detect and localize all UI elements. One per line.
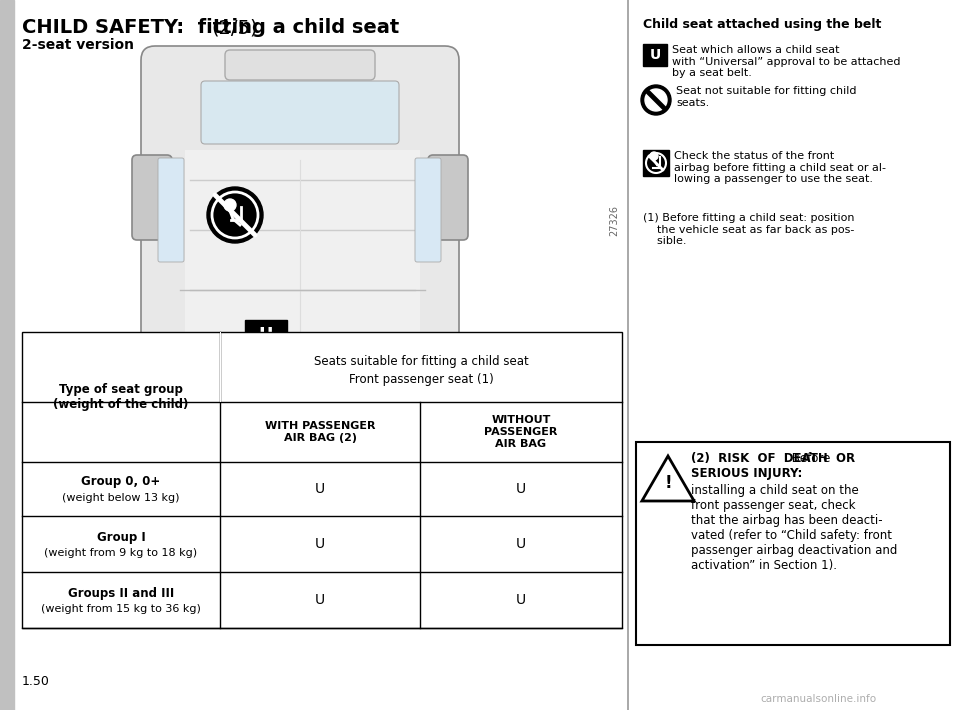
Polygon shape — [642, 456, 694, 501]
FancyBboxPatch shape — [207, 552, 393, 588]
Text: installing a child seat on the
front passenger seat, check
that the airbag has b: installing a child seat on the front pas… — [691, 484, 898, 572]
FancyBboxPatch shape — [141, 46, 459, 624]
Bar — [220, 332, 221, 402]
FancyBboxPatch shape — [428, 445, 468, 525]
Text: WITHOUT
PASSENGER
AIR BAG: WITHOUT PASSENGER AIR BAG — [484, 415, 558, 449]
Text: 1.50: 1.50 — [22, 675, 50, 688]
Text: Before: Before — [788, 452, 830, 465]
Bar — [185, 150, 420, 550]
Text: U: U — [315, 537, 325, 551]
Circle shape — [207, 187, 263, 243]
Circle shape — [650, 152, 658, 160]
Bar — [643, 44, 667, 66]
Text: 27326: 27326 — [609, 204, 619, 236]
Circle shape — [645, 89, 667, 111]
Text: (weight below 13 kg): (weight below 13 kg) — [62, 493, 180, 503]
Circle shape — [265, 445, 275, 455]
Circle shape — [641, 85, 671, 115]
FancyBboxPatch shape — [221, 593, 379, 619]
Text: (weight from 9 kg to 18 kg): (weight from 9 kg to 18 kg) — [44, 548, 198, 558]
FancyBboxPatch shape — [415, 158, 441, 262]
FancyBboxPatch shape — [428, 155, 468, 240]
Text: Check the status of the front
airbag before fitting a child seat or al-
lowing a: Check the status of the front airbag bef… — [674, 151, 886, 184]
Text: Seat which allows a child seat
with “Universal” approval to be attached
by a sea: Seat which allows a child seat with “Uni… — [672, 45, 900, 78]
Text: (weight from 15 kg to 36 kg): (weight from 15 kg to 36 kg) — [41, 604, 201, 614]
Text: U: U — [516, 537, 526, 551]
Text: U: U — [516, 482, 526, 496]
Text: U: U — [315, 482, 325, 496]
FancyBboxPatch shape — [158, 158, 184, 262]
Text: Groups II and III: Groups II and III — [68, 586, 174, 599]
Text: Front passenger seat (1): Front passenger seat (1) — [348, 373, 493, 386]
Text: (2)  RISK  OF  DEATH  OR
SERIOUS INJURY:: (2) RISK OF DEATH OR SERIOUS INJURY: — [691, 452, 855, 480]
FancyBboxPatch shape — [225, 50, 375, 80]
Text: Group 0, 0+: Group 0, 0+ — [82, 476, 160, 488]
Text: carmanualsonline.info: carmanualsonline.info — [760, 694, 876, 704]
Text: 2-seat version: 2-seat version — [22, 38, 134, 52]
Text: U: U — [516, 593, 526, 607]
Text: U: U — [315, 593, 325, 607]
Bar — [636, 442, 950, 645]
Text: (1) Before fitting a child seat: position
    the vehicle seat as far back as po: (1) Before fitting a child seat: positio… — [643, 213, 854, 246]
Text: !: ! — [664, 474, 672, 492]
Circle shape — [211, 191, 259, 239]
Text: WITH PASSENGER
AIR BAG (2): WITH PASSENGER AIR BAG (2) — [265, 421, 375, 443]
Text: Type of seat group
(weight of the child): Type of seat group (weight of the child) — [54, 383, 189, 411]
Circle shape — [229, 464, 281, 516]
FancyBboxPatch shape — [132, 155, 172, 240]
Bar — [245, 320, 287, 350]
Bar — [0, 0, 14, 710]
Circle shape — [223, 458, 287, 522]
FancyBboxPatch shape — [132, 445, 172, 525]
Text: (2/5): (2/5) — [212, 18, 258, 37]
Text: Child seat attached using the belt: Child seat attached using the belt — [643, 18, 881, 31]
Text: Group I: Group I — [97, 530, 145, 543]
Text: Seats suitable for fitting a child seat: Seats suitable for fitting a child seat — [314, 356, 528, 368]
Text: Seat not suitable for fitting child
seats.: Seat not suitable for fitting child seat… — [676, 86, 856, 108]
Text: CHILD SAFETY:  fitting a child seat: CHILD SAFETY: fitting a child seat — [22, 18, 406, 37]
Text: U: U — [649, 48, 660, 62]
Text: U: U — [259, 326, 274, 344]
Bar — [643, 150, 669, 176]
Bar — [22, 332, 622, 628]
Circle shape — [224, 199, 236, 211]
FancyBboxPatch shape — [201, 81, 399, 144]
